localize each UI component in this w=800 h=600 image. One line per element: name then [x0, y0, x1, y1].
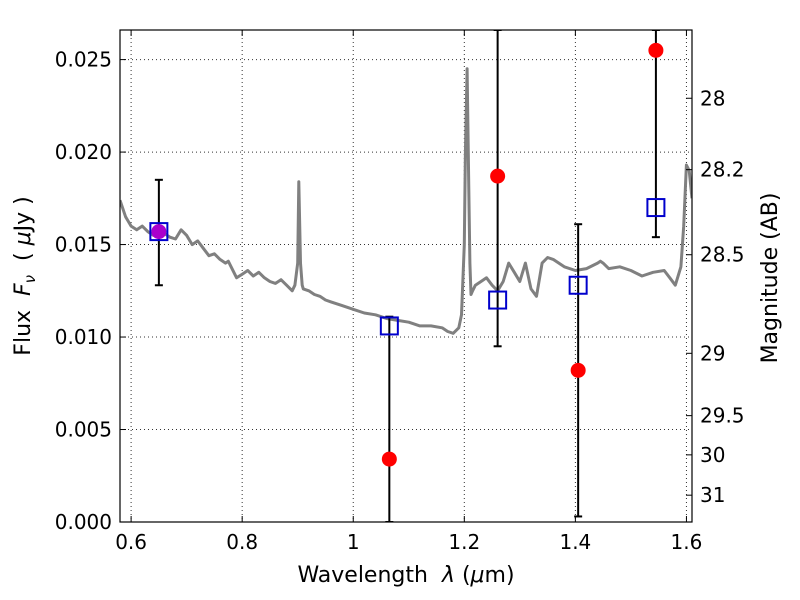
plot-area — [120, 30, 692, 522]
y-label-symbol: F — [11, 283, 36, 296]
x-tick-label: 0.8 — [226, 530, 258, 554]
x-label-paren: ( — [455, 563, 471, 588]
y-label-paren: ( — [11, 245, 36, 275]
y2-tick-label: 29 — [700, 341, 725, 365]
y2-tick-label: 30 — [700, 443, 725, 467]
blue-square-point — [149, 222, 169, 242]
y-tick-label: 0.005 — [55, 418, 112, 442]
axis-ticks — [120, 30, 692, 523]
x-tick-label: 1.2 — [448, 530, 480, 554]
x-tick-label: 1.6 — [671, 530, 703, 554]
y-tick-label: 0.020 — [55, 140, 112, 164]
red-circle-point — [570, 362, 586, 378]
red-circle-point — [151, 224, 167, 240]
x-tick-label: 1 — [347, 530, 360, 554]
y2-tick-label: 28.5 — [700, 243, 745, 267]
x-tick-label: 1.4 — [559, 530, 591, 554]
y-label-subscript: ν — [21, 275, 39, 283]
y2-tick-label: 29.5 — [700, 404, 745, 428]
x-label-mu: μ — [470, 563, 485, 588]
x-label-text: Wavelength — [297, 563, 442, 588]
y-label-unit: Jy ) — [11, 196, 36, 233]
y-label-text: Flux — [11, 296, 36, 356]
y-tick-label: 0.015 — [55, 233, 112, 257]
y2-axis-label: Magnitude (AB) — [758, 193, 783, 364]
y-tick-label: 0.025 — [55, 48, 112, 72]
x-label-symbol: λ — [441, 563, 455, 588]
y-axis-label: Flux Fν ( μJy ) — [11, 196, 39, 355]
y2-tick-label: 28 — [700, 86, 725, 110]
blue-square-point — [646, 198, 666, 218]
y-tick-label: 0.010 — [55, 325, 112, 349]
red-circle-point — [490, 168, 506, 184]
blue-square-point — [568, 275, 588, 295]
y-label-mu: μ — [11, 231, 36, 246]
tick-labels: 0.6 0.8 1 1.2 1.4 1.6 0.000 0.005 0.010 0.015 0.02… — [55, 48, 745, 554]
blue-square-point — [488, 290, 508, 310]
y2-tick-label: 31 — [700, 483, 725, 507]
y2-tick-label: 28.2 — [700, 158, 745, 182]
y-tick-label: 0.000 — [55, 510, 112, 534]
x-axis-label: Wavelength λ (μm) — [297, 563, 514, 588]
red-circle-point — [648, 42, 664, 58]
x-tick-label: 0.6 — [115, 530, 147, 554]
model-spectrum-line — [120, 67, 692, 335]
blue-square-point — [379, 316, 399, 336]
plot-frame — [119, 29, 693, 523]
grid — [120, 30, 692, 523]
red-circle-point — [381, 451, 397, 467]
x-label-unit: m) — [485, 563, 515, 588]
